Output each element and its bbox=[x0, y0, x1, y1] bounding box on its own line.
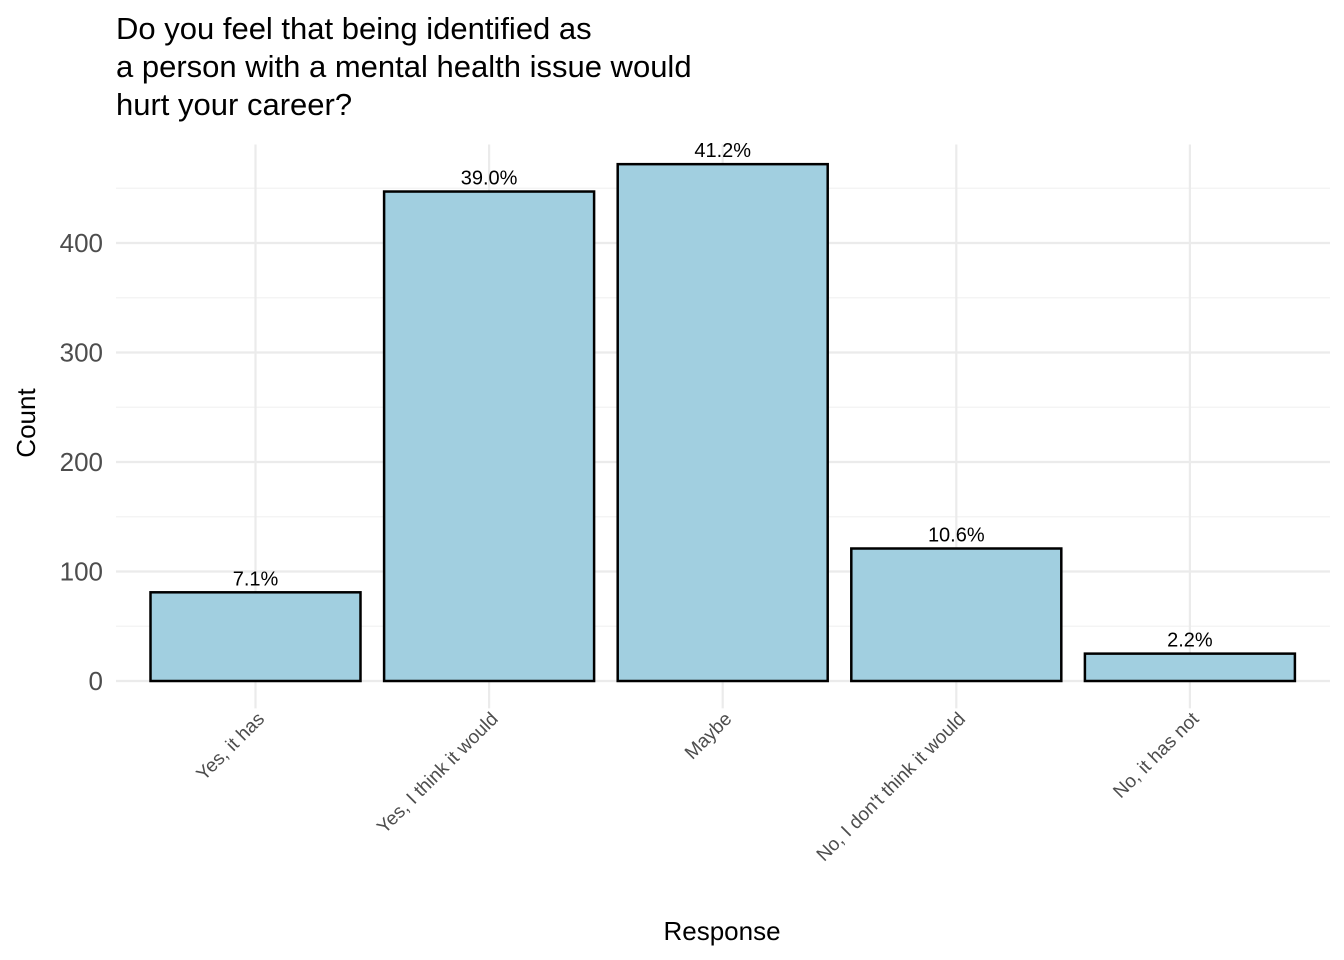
y-axis-title: Count bbox=[11, 388, 41, 458]
x-tick-label: Yes, I think it would bbox=[373, 709, 502, 838]
y-tick-label: 300 bbox=[60, 338, 103, 368]
bar-value-label: 39.0% bbox=[461, 168, 518, 190]
x-tick-label: No, it has not bbox=[1109, 708, 1204, 803]
bar-value-label: 2.2% bbox=[1167, 630, 1213, 652]
chart-title-line-2: a person with a mental health issue woul… bbox=[116, 49, 692, 84]
chart-title-line-3: hurt your career? bbox=[116, 87, 352, 122]
bar bbox=[149, 591, 362, 683]
y-tick-label: 200 bbox=[60, 447, 103, 477]
chart-title: Do you feel that being identified as a p… bbox=[116, 11, 692, 122]
x-tick-label: Yes, it has bbox=[193, 709, 269, 785]
x-axis-tick-labels: Yes, it has Yes, I think it would Maybe No,… bbox=[193, 708, 1204, 866]
bar-value-label: 7.1% bbox=[233, 568, 279, 590]
y-tick-label: 100 bbox=[60, 557, 103, 587]
x-axis-title: Response bbox=[663, 916, 780, 946]
bar bbox=[1083, 652, 1297, 683]
chart-title-line-1: Do you feel that being identified as bbox=[116, 11, 592, 46]
x-tick-label: No, I don't think it would bbox=[813, 709, 970, 866]
bars bbox=[149, 162, 1297, 683]
bar-value-label: 41.2% bbox=[694, 140, 751, 162]
y-tick-label: 0 bbox=[89, 666, 103, 696]
y-axis-tick-labels: 0 100 200 300 400 bbox=[60, 228, 103, 696]
bar-value-label: 10.6% bbox=[928, 525, 985, 547]
bar bbox=[616, 162, 829, 683]
y-tick-label: 400 bbox=[60, 228, 103, 258]
bar-value-labels: 7.1% 39.0% 41.2% 10.6% 2.2% bbox=[233, 140, 1213, 651]
bar bbox=[850, 547, 1063, 683]
x-tick-label: Maybe bbox=[681, 709, 736, 764]
bar bbox=[382, 190, 596, 683]
